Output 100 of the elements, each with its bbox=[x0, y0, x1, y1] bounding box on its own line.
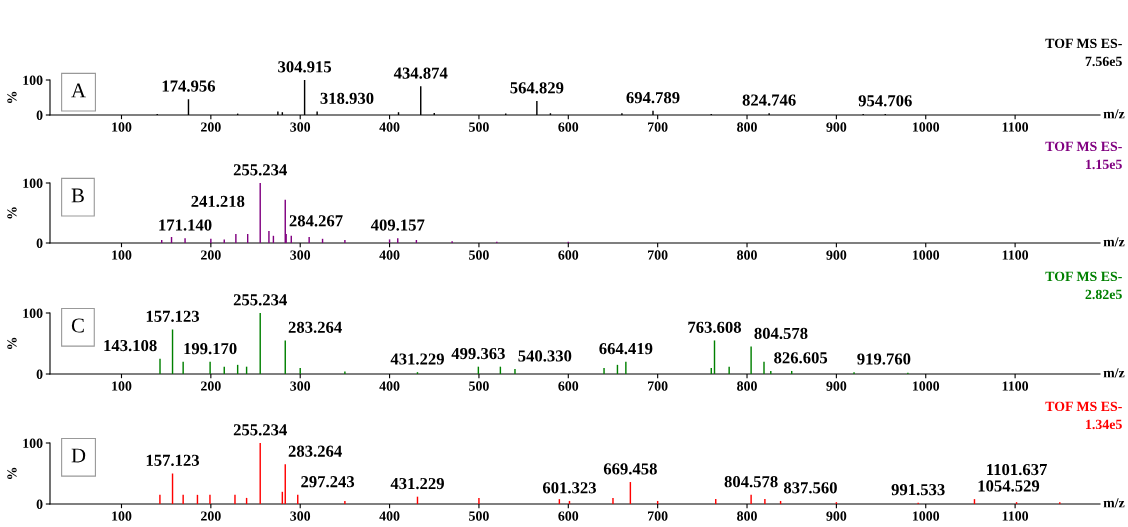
annotation: 669.458 bbox=[603, 463, 657, 475]
annotation: 499.363 bbox=[451, 347, 505, 360]
annotation: 157.123 bbox=[146, 454, 200, 467]
x-tick-label: 800 bbox=[737, 250, 757, 260]
x-tick-label: 600 bbox=[558, 381, 579, 391]
annotation: 409.157 bbox=[370, 219, 425, 231]
chart-title: C bbox=[71, 318, 84, 333]
annotation: 255.234 bbox=[233, 164, 287, 176]
x-tick-label: 100 bbox=[112, 122, 132, 132]
chart-title: D bbox=[71, 448, 86, 463]
annotation: 804.578 bbox=[724, 476, 778, 488]
annotation: 601.323 bbox=[542, 482, 596, 494]
text: 1.15e5 bbox=[1086, 159, 1122, 170]
annotation: 318.930 bbox=[320, 92, 374, 105]
x-tick-label: 400 bbox=[379, 122, 400, 132]
annotation: 431.229 bbox=[390, 477, 444, 490]
x-tick-label: 900 bbox=[826, 250, 847, 260]
x-tick-label: 200 bbox=[201, 381, 221, 391]
x-tick-label: 200 bbox=[201, 122, 221, 132]
y-tick-label: 0 bbox=[36, 499, 43, 509]
text: TOF MS ES- bbox=[1045, 141, 1122, 152]
x-tick-label: 300 bbox=[290, 122, 311, 132]
annotation: 824.746 bbox=[742, 94, 796, 106]
annotation: 297.243 bbox=[301, 476, 355, 488]
x-tick-label: 100 bbox=[112, 250, 132, 260]
annotation: 694.789 bbox=[626, 92, 680, 104]
annotation: 664.419 bbox=[599, 343, 653, 355]
annotation: 241.218 bbox=[191, 195, 245, 208]
x-tick-label: 1100 bbox=[1002, 122, 1029, 132]
y-axis-title: % bbox=[7, 91, 17, 104]
annotation: 283.264 bbox=[288, 445, 342, 457]
x-axis-title: m/z bbox=[1103, 237, 1125, 247]
x-tick-label: 600 bbox=[558, 250, 579, 260]
x-tick-label: 200 bbox=[201, 250, 221, 260]
annotation: 171.140 bbox=[159, 219, 212, 231]
text: TOF MS ES- bbox=[1045, 271, 1122, 282]
annotation: 143.108 bbox=[104, 339, 157, 352]
x-tick-label: 200 bbox=[201, 511, 221, 521]
annotation: 540.330 bbox=[518, 350, 572, 362]
x-axis-title: m/z bbox=[1103, 109, 1125, 119]
x-tick-label: 1100 bbox=[1002, 511, 1029, 521]
annotation: 919.760 bbox=[857, 353, 911, 365]
x-tick-label: 700 bbox=[648, 122, 668, 132]
annotation: 284.267 bbox=[289, 215, 343, 227]
annotation: 954.706 bbox=[858, 95, 912, 107]
x-tick-label: 900 bbox=[826, 511, 847, 521]
annotation: 763.608 bbox=[688, 321, 742, 333]
text: 1.34e5 bbox=[1086, 419, 1122, 430]
y-axis-title: % bbox=[7, 337, 17, 350]
annotation: 304.915 bbox=[278, 61, 332, 73]
y-tick-label: 0 bbox=[36, 110, 43, 120]
chart-title: B bbox=[71, 188, 84, 203]
x-tick-label: 1000 bbox=[912, 381, 940, 391]
x-tick-label: 500 bbox=[469, 250, 489, 260]
text: 7.56e5 bbox=[1085, 56, 1122, 67]
annotation: 434.874 bbox=[393, 67, 448, 79]
x-tick-label: 1100 bbox=[1002, 250, 1029, 260]
x-axis-title: m/z bbox=[1103, 368, 1125, 378]
x-tick-label: 900 bbox=[826, 381, 847, 391]
y-tick-label: 100 bbox=[23, 438, 43, 448]
x-tick-label: 400 bbox=[379, 511, 400, 521]
annotation: 826.605 bbox=[774, 352, 828, 364]
x-tick-label: 800 bbox=[737, 122, 757, 132]
y-tick-label: 100 bbox=[23, 178, 43, 188]
y-tick-label: 0 bbox=[36, 369, 43, 379]
annotation: 1101.637 bbox=[987, 463, 1047, 476]
text: TOF MS ES- bbox=[1045, 401, 1122, 412]
annotation: 431.229 bbox=[390, 353, 444, 365]
annotation: 837.560 bbox=[783, 482, 837, 494]
y-axis-title: % bbox=[7, 467, 17, 480]
y-tick-label: 100 bbox=[23, 308, 43, 318]
annotation: 199.170 bbox=[184, 343, 237, 355]
x-tick-label: 300 bbox=[290, 250, 311, 260]
x-tick-label: 300 bbox=[290, 511, 311, 521]
x-tick-label: 700 bbox=[648, 381, 668, 391]
y-axis-title: % bbox=[7, 207, 17, 219]
x-tick-label: 400 bbox=[379, 381, 400, 391]
text: TOF MS ES- bbox=[1045, 38, 1122, 49]
x-tick-label: 500 bbox=[469, 381, 489, 391]
x-axis-title: m/z bbox=[1103, 498, 1125, 508]
x-tick-label: 700 bbox=[648, 250, 668, 260]
annotation: 804.578 bbox=[754, 327, 808, 340]
x-tick-label: 1000 bbox=[912, 122, 940, 132]
x-tick-label: 100 bbox=[112, 381, 132, 391]
x-tick-label: 700 bbox=[648, 511, 668, 521]
annotation: 255.234 bbox=[233, 294, 287, 306]
chart-title: A bbox=[71, 83, 86, 98]
x-tick-label: 1000 bbox=[912, 250, 940, 260]
x-tick-label: 1000 bbox=[912, 511, 940, 521]
x-tick-label: 500 bbox=[469, 511, 489, 521]
x-tick-label: 600 bbox=[558, 122, 579, 132]
x-tick-label: 800 bbox=[737, 511, 757, 521]
x-tick-label: 600 bbox=[558, 511, 579, 521]
y-tick-label: 0 bbox=[36, 238, 43, 248]
y-tick-label: 100 bbox=[23, 75, 43, 85]
text: 2.82e5 bbox=[1085, 289, 1122, 300]
x-tick-label: 500 bbox=[469, 122, 489, 132]
annotation: 174.956 bbox=[162, 80, 216, 92]
x-tick-label: 400 bbox=[379, 250, 400, 260]
annotation: 255.234 bbox=[233, 424, 287, 436]
